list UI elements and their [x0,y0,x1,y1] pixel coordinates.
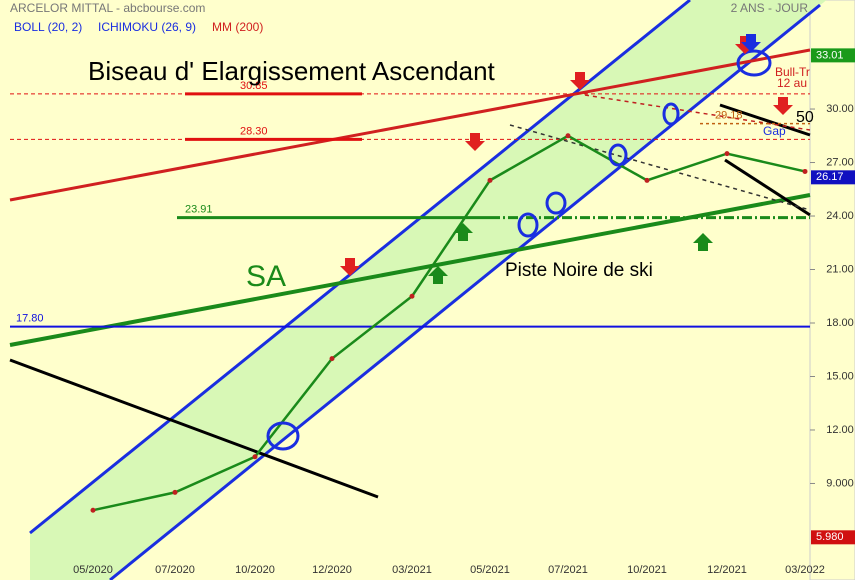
price-marker-label: 33.01 [816,49,844,61]
price-line [92,134,806,512]
price-point [644,177,650,183]
price-point [409,293,415,299]
price-marker [811,48,855,63]
x-tick-label: 03/2021 [392,564,432,576]
y-tick-label: 30.00 [826,103,854,115]
arrow-down [570,72,590,90]
x-tick-label: 07/2020 [155,564,195,576]
circle [662,102,680,126]
indicator-label: BOLL (20, 2) [14,20,82,34]
annotation: Biseau d' Elargissement Ascendant [88,56,496,86]
annotation: SA [246,260,286,293]
chart-title: ARCELOR MITTAL - abcbourse.com [10,1,205,15]
arrow-up [693,233,713,251]
price-point [90,507,96,513]
arrow-down [340,258,360,276]
arrow-up [428,266,448,284]
price-point [172,489,178,495]
x-tick-label: 05/2020 [73,564,113,576]
level-label: 17.80 [16,312,44,324]
x-tick-label: 10/2021 [627,564,667,576]
level-label: 29.18 [715,110,743,122]
y-tick-label: 9.000 [826,477,854,489]
price-point [329,356,335,362]
mm200-line [9,48,811,202]
arrows [340,34,793,284]
x-tick-label: 12/2021 [707,564,747,576]
annotation: 12 au [777,76,807,90]
circle [545,191,567,215]
circle [517,212,539,238]
indicator-label: ICHIMOKU (26, 9) [98,20,196,34]
level-label: 28.30 [240,125,268,137]
channel-lower [109,3,821,580]
chart-subtitle: 2 ANS - JOUR [731,1,809,15]
annotation: 50 [796,109,814,126]
circle [736,49,772,77]
circle [266,421,300,451]
annotation: Gap [763,124,786,138]
x-tick-label: 10/2020 [235,564,275,576]
y-tick-label: 27.00 [826,156,854,168]
annotation: Bull-Tr [775,65,810,79]
price-point [252,454,258,460]
annotation: Piste Noire de ski [505,260,653,281]
price-point [565,133,571,139]
price-point [724,151,730,157]
arrow-down [465,133,485,151]
y-tick-label: 18.00 [826,317,854,329]
y-tick-label: 21.00 [826,263,854,275]
circle [608,143,628,167]
price-marker-label: 26.17 [816,171,844,183]
wedge-line [719,103,811,137]
y-tick-label: 24.00 [826,210,854,222]
level-label: 23.91 [185,204,213,216]
price-marker-label: 5.980 [816,531,844,543]
x-tick-label: 07/2021 [548,564,588,576]
x-tick-label: 05/2021 [470,564,510,576]
circles [266,49,772,451]
price-marker [811,530,855,545]
sa-line [9,193,811,347]
downtrend-line [9,358,379,499]
y-tick-label: 15.00 [826,370,854,382]
price-axis [809,0,855,580]
y-tick-label: 12.00 [826,424,854,436]
arrow-up [453,223,473,241]
price-point [487,177,493,183]
indicator-label: MM (200) [212,20,263,34]
arrow-down [741,34,761,52]
x-tick-label: 03/2022 [785,564,825,576]
arrow-down [773,97,793,115]
dashed-trend [584,94,811,131]
price-point [802,168,808,174]
x-tick-label: 12/2020 [312,564,352,576]
level-label: 30.85 [240,80,268,92]
price-marker [811,170,855,185]
